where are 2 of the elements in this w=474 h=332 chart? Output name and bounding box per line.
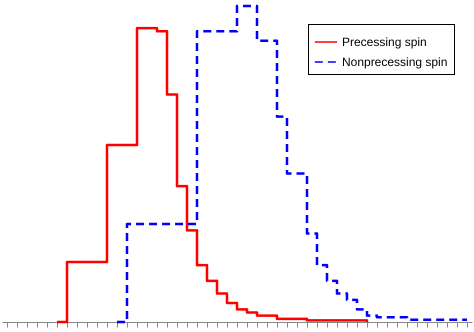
- legend-label: Nonprecessing spin: [342, 55, 448, 69]
- legend-label: Precessing spin: [342, 35, 427, 49]
